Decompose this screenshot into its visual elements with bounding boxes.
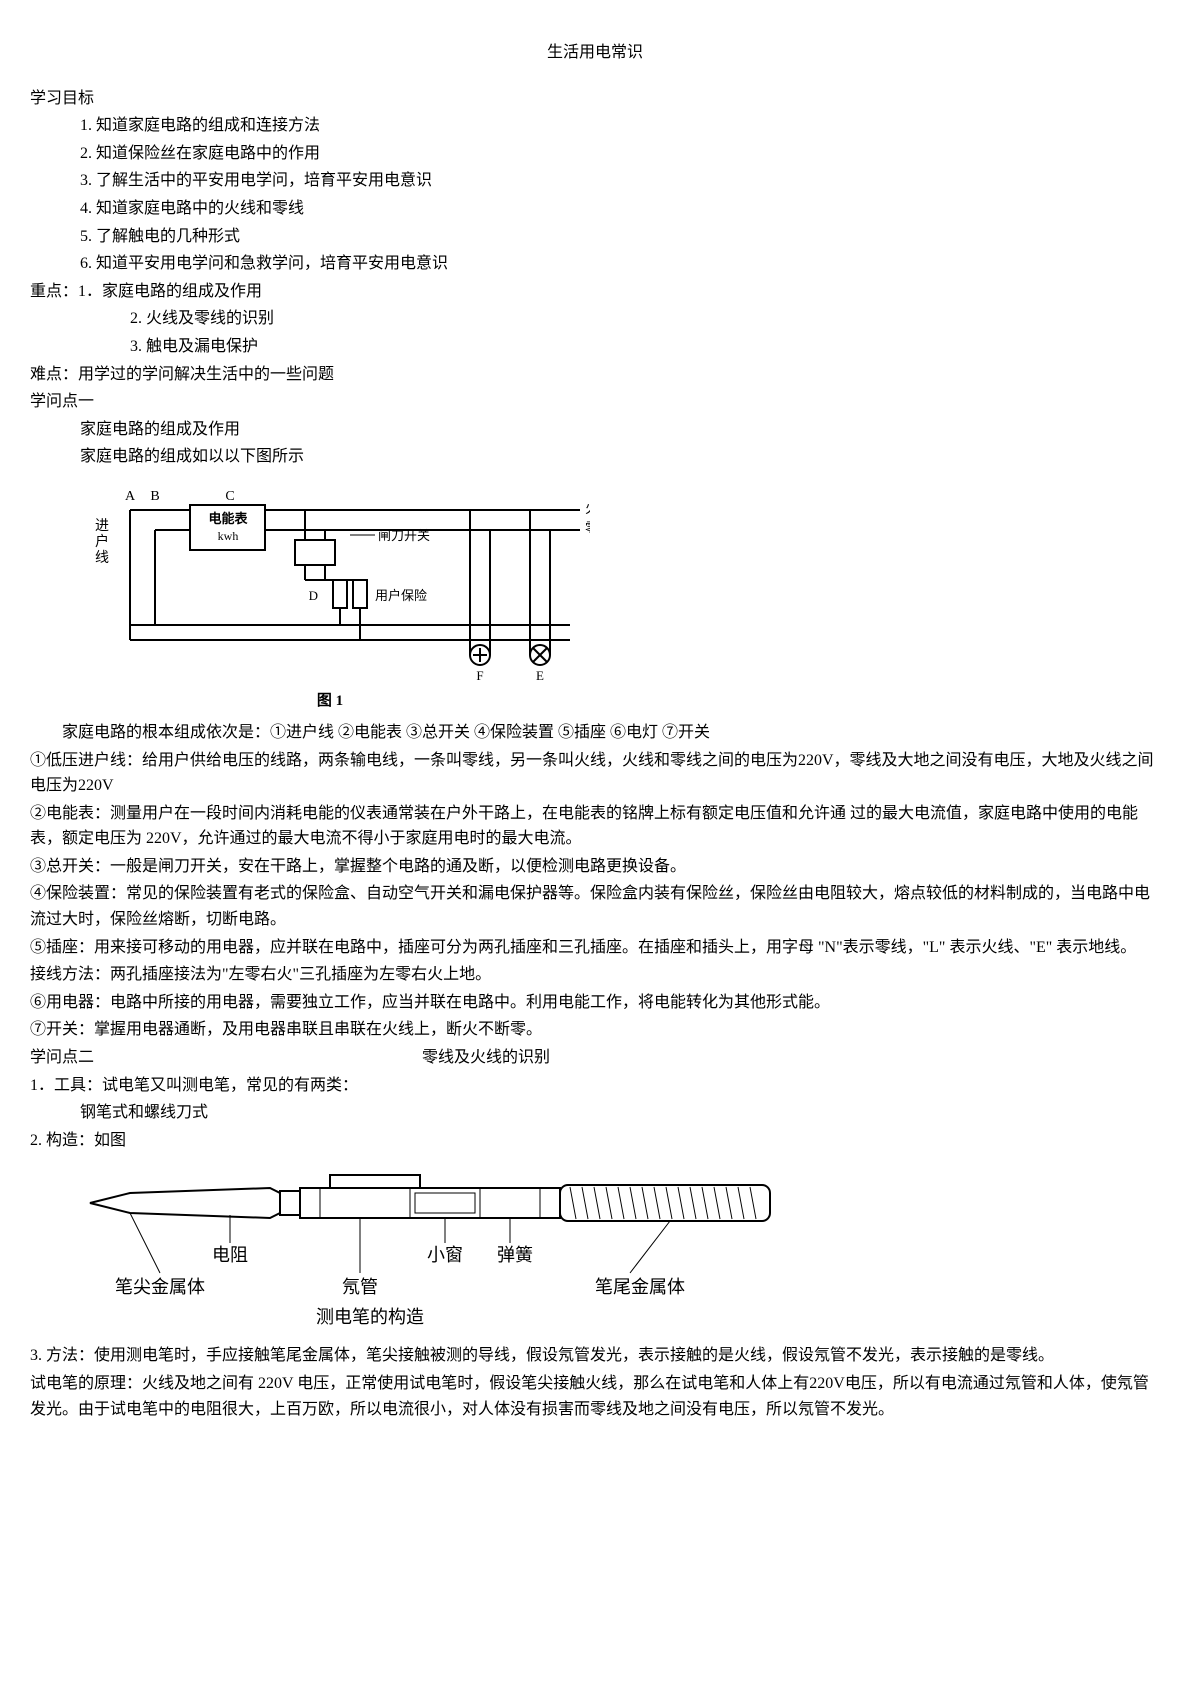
tool-1-sub: 钢笔式和螺线刀式	[30, 1100, 1160, 1126]
tool-2: 2. 构造：如图	[30, 1128, 1160, 1154]
wiring-method: 接线方法：两孔插座接法为"左零右火"三孔插座为左零右火上地。	[30, 962, 1160, 988]
topic1-sub: 家庭电路的组成如以以下图所示	[30, 444, 1160, 470]
svg-text:D: D	[309, 588, 318, 603]
svg-text:小窗: 小窗	[427, 1245, 463, 1265]
figure-1: A B C 火 零 进户线 电能表 kwh 闸刀开关 D 用户保险 F E 图 …	[70, 480, 1160, 710]
goal-item: 2. 知道保险丝在家庭电路中的作用	[30, 141, 1160, 167]
component-2: ②电能表：测量用户在一段时间内消耗电能的仪表通常装在户外干路上，在电能表的铭牌上…	[30, 801, 1160, 852]
difficulty: 难点：用学过的学问解决生活中的一些问题	[30, 362, 1160, 388]
svg-text:图 1: 图 1	[317, 692, 343, 709]
keypoints-heading: 重点：1．家庭电路的组成及作用	[30, 279, 1160, 305]
svg-text:B: B	[150, 489, 159, 504]
component-7: ⑦开关：掌握用电器通断，及用电器串联且串联在火线上，断火不断零。	[30, 1017, 1160, 1043]
component-6: ⑥用电器：电路中所接的用电器，需要独立工作，应当并联在电路中。利用电能工作，将电…	[30, 990, 1160, 1016]
component-1: ①低压进户线：给用户供给电压的线路，两条输电线，一条叫零线，另一条叫火线，火线和…	[30, 748, 1160, 799]
goal-item: 5. 了解触电的几种形式	[30, 224, 1160, 250]
svg-text:电阻: 电阻	[212, 1245, 248, 1265]
page-title: 生活用电常识	[30, 40, 1160, 66]
component-4: ④保险装置：常见的保险装置有老式的保险盒、自动空气开关和漏电保护器等。保险盒内装…	[30, 881, 1160, 932]
figure-2: 电阻 笔尖金属体 氖管 小窗 弹簧 笔尾金属体 测电笔的构造	[70, 1163, 1160, 1333]
svg-text:进户线: 进户线	[95, 518, 109, 566]
goal-item: 3. 了解生活中的平安用电学问，培育平安用电意识	[30, 168, 1160, 194]
goals-heading: 学习目标	[30, 86, 1160, 112]
goal-item: 1. 知道家庭电路的组成和连接方法	[30, 113, 1160, 139]
goal-item: 4. 知道家庭电路中的火线和零线	[30, 196, 1160, 222]
svg-text:火: 火	[585, 502, 590, 517]
svg-text:零: 零	[585, 521, 590, 537]
svg-text:闸刀开关: 闸刀开关	[378, 528, 430, 543]
svg-text:笔尖金属体: 笔尖金属体	[115, 1277, 205, 1297]
svg-text:测电笔的构造: 测电笔的构造	[316, 1307, 424, 1327]
component-3: ③总开关：一般是闸刀开关，安在干路上，掌握整个电路的通及断，以便检测电路更换设备…	[30, 854, 1160, 880]
svg-text:F: F	[476, 668, 483, 683]
keypoint-item: 2. 火线及零线的识别	[30, 306, 1160, 332]
topic2-title: 零线及火线的识别	[422, 1049, 550, 1066]
tool-3: 3. 方法：使用测电笔时，手应接触笔尾金属体，笔尖接触被测的导线，假设氖管发光，…	[30, 1343, 1160, 1369]
svg-text:kwh: kwh	[218, 529, 239, 543]
tool-1: 1．工具：试电笔又叫测电笔，常见的有两类：	[30, 1073, 1160, 1099]
svg-text:笔尾金属体: 笔尾金属体	[595, 1277, 685, 1297]
svg-text:氖管: 氖管	[342, 1277, 378, 1297]
svg-text:C: C	[225, 489, 234, 504]
topic1-sub: 家庭电路的组成及作用	[30, 417, 1160, 443]
principle: 试电笔的原理：火线及地之间有 220V 电压，正常使用试电笔时，假设笔尖接触火线…	[30, 1371, 1160, 1422]
svg-text:弹簧: 弹簧	[497, 1245, 533, 1265]
svg-text:E: E	[536, 668, 544, 683]
svg-text:A: A	[125, 489, 136, 504]
topic1-heading: 学问点一	[30, 389, 1160, 415]
topic2-label: 学问点二	[30, 1049, 94, 1066]
svg-text:电能表: 电能表	[208, 511, 248, 526]
keypoint-item: 3. 触电及漏电保护	[30, 334, 1160, 360]
svg-text:用户保险: 用户保险	[375, 588, 427, 603]
topic2-heading: 学问点二 零线及火线的识别	[30, 1045, 1160, 1071]
component-5: ⑤插座：用来接可移动的用电器，应并联在电路中，插座可分为两孔插座和三孔插座。在插…	[30, 935, 1160, 961]
components-intro: 家庭电路的根本组成依次是：①进户线 ②电能表 ③总开关 ④保险装置 ⑤插座 ⑥电…	[30, 720, 1160, 746]
goal-item: 6. 知道平安用电学问和急救学问，培育平安用电意识	[30, 251, 1160, 277]
